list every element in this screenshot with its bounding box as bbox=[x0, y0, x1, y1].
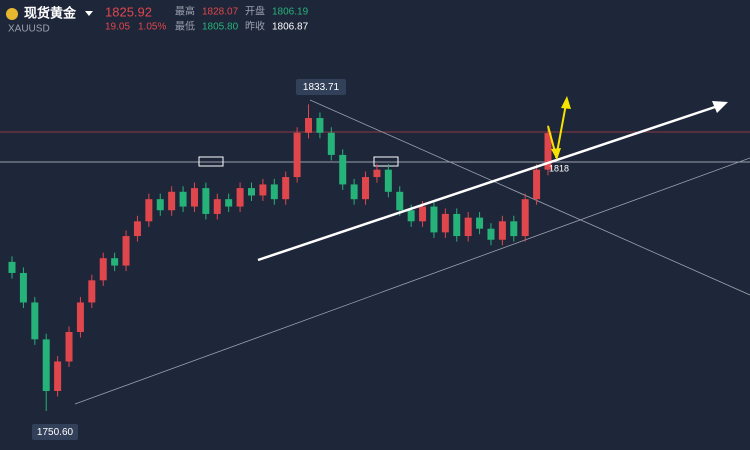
candle-body bbox=[133, 221, 141, 237]
candle-body bbox=[202, 188, 210, 214]
arrow-head bbox=[561, 96, 571, 109]
candle-body bbox=[145, 199, 153, 222]
drawings bbox=[0, 99, 750, 405]
instrument-name: 现货黄金 bbox=[24, 5, 77, 20]
candle-body bbox=[293, 132, 301, 178]
candle-body bbox=[190, 188, 198, 207]
candle-body bbox=[42, 339, 50, 391]
candle-body bbox=[270, 184, 278, 200]
candle-body bbox=[88, 280, 96, 303]
trend-line bbox=[309, 99, 750, 296]
candle-body bbox=[54, 361, 62, 391]
high-label: 1833.71 bbox=[303, 82, 340, 93]
level-label: 1818 bbox=[549, 163, 569, 173]
symbol: XAUUSD bbox=[8, 24, 50, 35]
candle-body bbox=[498, 221, 506, 240]
arrow-head bbox=[551, 148, 561, 160]
candle-body bbox=[19, 272, 27, 303]
candle-body bbox=[384, 169, 392, 192]
candle-body bbox=[225, 199, 233, 207]
trend-arrow bbox=[257, 104, 719, 262]
change: 19.05 bbox=[105, 22, 130, 33]
arrows bbox=[257, 96, 728, 262]
candle-body bbox=[396, 191, 404, 211]
candle-body bbox=[521, 199, 529, 237]
candle-body bbox=[327, 132, 335, 155]
label-box bbox=[32, 424, 78, 440]
stat-label: 最低 bbox=[175, 20, 195, 33]
candle-body bbox=[122, 236, 130, 266]
low-label: 1750.60 bbox=[37, 427, 74, 438]
candle-body bbox=[339, 154, 347, 185]
candle-body bbox=[407, 210, 415, 222]
stat-value: 1806.19 bbox=[272, 7, 309, 18]
candle-body bbox=[373, 169, 381, 178]
candle-body bbox=[453, 213, 461, 237]
dropdown[interactable] bbox=[85, 11, 93, 16]
candle-body bbox=[8, 261, 16, 273]
candle-body bbox=[76, 302, 84, 332]
candle-body bbox=[464, 217, 472, 237]
candle-body bbox=[247, 188, 255, 196]
price: 1825.92 bbox=[105, 4, 152, 19]
candle-body bbox=[236, 188, 244, 207]
candle-body bbox=[259, 184, 267, 196]
marker-box bbox=[373, 156, 399, 167]
label-box bbox=[296, 79, 346, 95]
candle-body bbox=[282, 177, 290, 200]
candle-body bbox=[533, 169, 541, 200]
stat-label: 昨收 bbox=[245, 20, 265, 33]
marker-box bbox=[198, 156, 224, 167]
stat-label: 开盘 bbox=[245, 5, 265, 18]
candle-body bbox=[99, 258, 107, 281]
candle-body bbox=[476, 217, 484, 229]
icon bbox=[6, 8, 18, 20]
candle-body bbox=[168, 191, 176, 211]
stat-value: 1806.87 bbox=[272, 22, 309, 33]
candle-body bbox=[179, 191, 187, 207]
candle-body bbox=[31, 302, 39, 340]
candle-body bbox=[350, 184, 358, 200]
candle-body bbox=[213, 199, 221, 214]
candle-body bbox=[487, 228, 495, 240]
candle-body bbox=[316, 118, 324, 133]
trend-line bbox=[74, 157, 750, 405]
down-arrow bbox=[547, 125, 556, 153]
change-pct: 1.05% bbox=[138, 22, 166, 33]
candle-body bbox=[419, 206, 427, 222]
candle-body bbox=[305, 118, 313, 133]
stat-value: 1828.07 bbox=[202, 7, 239, 18]
arrow-head bbox=[712, 101, 728, 113]
header: 现货黄金 XAUUSD 1825.92 19.05 1.05% 最高 1828.… bbox=[6, 4, 309, 35]
stat-label: 最高 bbox=[175, 5, 195, 18]
candle-body bbox=[544, 133, 552, 170]
candle-body bbox=[111, 258, 119, 266]
stat-value: 1805.80 bbox=[202, 22, 239, 33]
candles bbox=[8, 104, 552, 411]
candle-body bbox=[441, 213, 449, 233]
candle-body bbox=[362, 177, 370, 200]
candle-body bbox=[510, 221, 518, 237]
candle-body bbox=[430, 206, 438, 233]
candle-body bbox=[65, 331, 73, 362]
candle-body bbox=[156, 199, 164, 211]
